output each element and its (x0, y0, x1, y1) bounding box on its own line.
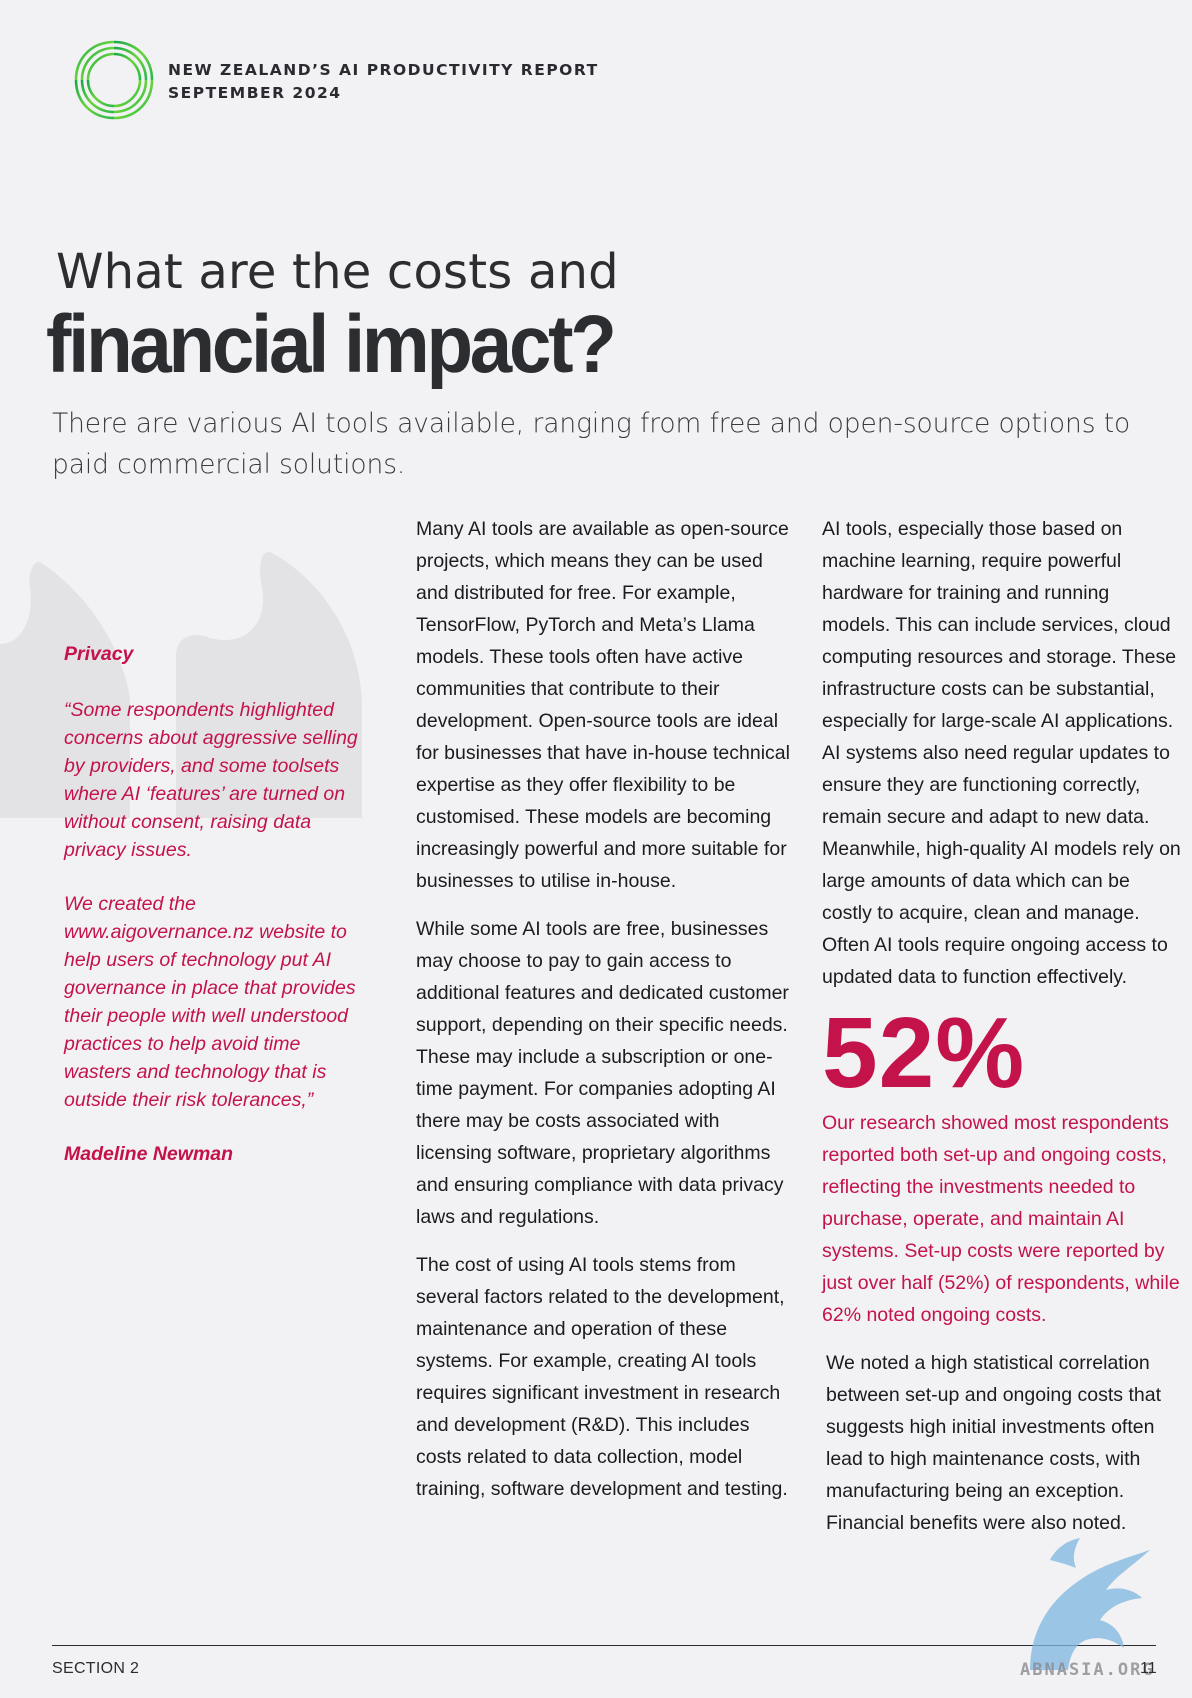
watermark-text: ABNASIA.ORG (1020, 1660, 1155, 1680)
page-title-line2: financial impact? (46, 299, 617, 390)
sidebar-heading: Privacy (64, 643, 134, 665)
column-right: AI tools, especially those based on mach… (822, 513, 1182, 1555)
stat-value: 52% (822, 997, 1026, 1109)
paragraph: Many AI tools are available as open-sour… (416, 518, 790, 892)
section-label: SECTION 2 (52, 1660, 140, 1677)
report-title: NEW ZEALAND’S AI PRODUCTIVITY REPORT (168, 61, 599, 79)
stat-description: Our research showed most respondents rep… (822, 1112, 1180, 1326)
dragon-watermark-icon (1030, 1538, 1150, 1670)
page-subtitle: There are various AI tools available, ra… (52, 408, 1131, 480)
sidebar-quote-text-cont: We created the www.aigovernance.nz websi… (64, 893, 356, 1111)
report-date: SEPTEMBER 2024 (168, 84, 342, 102)
paragraph: The cost of using AI tools stems from se… (416, 1254, 788, 1500)
footer-divider (52, 1645, 1156, 1646)
paragraph: While some AI tools are free, businesses… (416, 918, 789, 1228)
paragraph: We noted a high statistical correlation … (826, 1352, 1161, 1534)
quote-mark-icon (0, 551, 362, 818)
column-middle: Many AI tools are available as open-sour… (416, 513, 792, 1521)
page-number: 11 (1140, 1660, 1157, 1677)
ring-logo-icon (74, 40, 154, 120)
quote-author: Madeline Newman (64, 1143, 234, 1165)
report-header: NEW ZEALAND’S AI PRODUCTIVITY REPORT SEP… (168, 59, 599, 105)
sidebar-quote: Privacy “Some respondents highlighted co… (64, 640, 364, 1168)
sidebar-quote-text: “Some respondents highlighted concerns a… (64, 699, 358, 861)
paragraph: AI tools, especially those based on mach… (822, 518, 1181, 988)
page-title-line1: What are the costs and (56, 244, 619, 300)
